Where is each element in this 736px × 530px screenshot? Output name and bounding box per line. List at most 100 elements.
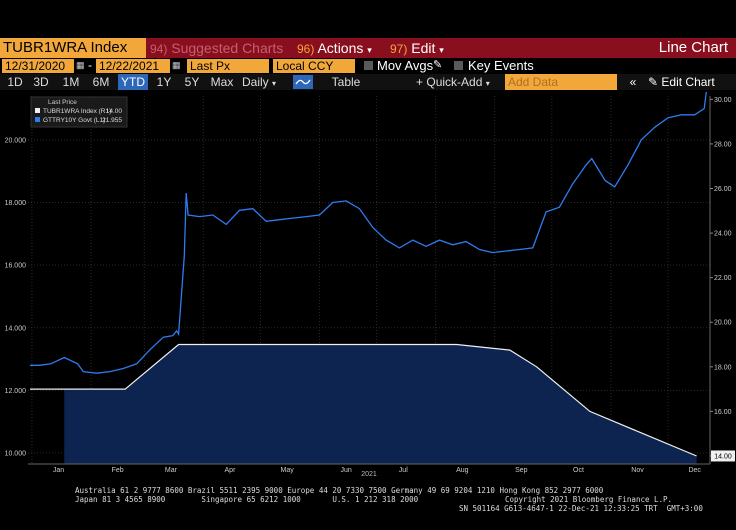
end-date-input[interactable]: 12/22/2021 bbox=[96, 59, 170, 73]
series-line-gttry10y bbox=[30, 92, 707, 374]
right-axis-tick-label: 20.00 bbox=[714, 320, 732, 327]
legend-swatch-gttry10y bbox=[35, 117, 40, 122]
x-axis-year-label: 2021 bbox=[361, 471, 377, 478]
legend-swatch-tubr1wra bbox=[35, 108, 40, 113]
chevron-down-icon: ▾ bbox=[485, 79, 490, 88]
legend-name-tubr1wra: TUBR1WRA Index (R1) bbox=[43, 108, 111, 115]
right-axis-tick-label: 26.00 bbox=[714, 186, 732, 193]
x-axis-tick-label: Dec bbox=[688, 467, 701, 474]
edit-chart-button[interactable]: ✎ Edit Chart bbox=[648, 74, 734, 90]
chart-type-label: Line Chart bbox=[658, 39, 728, 56]
plus-icon: + bbox=[416, 75, 424, 89]
left-axis-tick-label: 14.000 bbox=[5, 325, 27, 332]
x-axis-tick-label: May bbox=[280, 467, 294, 474]
area-fill-tubr1wra bbox=[64, 344, 697, 464]
title-bar: TUBR1WRA Index 94) Suggested Charts 96) … bbox=[0, 38, 736, 58]
left-axis-ticks: 10.000 12.000 14.000 16.000 18.000 20.000 bbox=[5, 137, 27, 457]
legend-box bbox=[30, 96, 128, 128]
suggested-charts-number: 94) bbox=[150, 42, 168, 56]
x-axis-tick-label: Feb bbox=[112, 467, 124, 474]
collapse-left-icon[interactable]: « bbox=[629, 75, 637, 89]
ticker-field[interactable]: TUBR1WRA Index bbox=[0, 38, 146, 58]
add-data-input[interactable]: Add Data bbox=[505, 74, 617, 90]
x-axis-tick-label: Jul bbox=[399, 467, 408, 474]
left-axis-tick-label: 18.000 bbox=[5, 200, 27, 207]
wave-icon bbox=[295, 79, 311, 85]
x-axis-ticks: Jan Feb Mar Apr May Jun Jul Aug Sep Oct Nov Dec bbox=[53, 467, 701, 474]
last-value-tag-right: 14.00 bbox=[711, 450, 735, 462]
footer-contacts-line2: Japan 81 3 4565 8900 Singapore 65 6212 1… bbox=[75, 495, 419, 504]
range-1d-button[interactable]: 1D bbox=[7, 75, 23, 89]
actions-label: Actions bbox=[317, 40, 364, 56]
range-max-button[interactable]: Max bbox=[210, 75, 234, 89]
range-1y-button[interactable]: 1Y bbox=[156, 75, 172, 89]
x-axis-tick-label: Sep bbox=[515, 467, 528, 474]
x-axis-tick-label: Nov bbox=[631, 467, 644, 474]
edit-label: Edit bbox=[411, 40, 436, 56]
area-series-layer bbox=[30, 343, 697, 464]
last-value-tag-right-text: 14.00 bbox=[714, 453, 732, 460]
right-axis-tick-label: 16.00 bbox=[714, 409, 732, 416]
key-events-label: Key Events bbox=[468, 58, 534, 73]
key-events-checkbox[interactable] bbox=[454, 61, 463, 70]
x-axis-tick-label: Aug bbox=[456, 467, 469, 474]
edit-chart-label: Edit Chart bbox=[661, 75, 715, 89]
range-toolbar: 1D 3D 1M 6M YTD 1Y 5Y Max Daily ▾ Table … bbox=[0, 74, 736, 90]
series-line-tubr1wra bbox=[30, 343, 697, 457]
line-style-icon[interactable] bbox=[293, 75, 313, 89]
edit-menu-button[interactable]: 97) Edit ▾ bbox=[390, 38, 444, 58]
footer-serial: SN 501164 G613-4647-1 22-Dec-21 12:33:25… bbox=[459, 504, 703, 513]
legend-last-tubr1wra: 14.00 bbox=[106, 108, 123, 115]
range-6m-button[interactable]: 6M bbox=[92, 75, 110, 89]
x-axis-tick-label: Mar bbox=[165, 467, 178, 474]
actions-menu-button[interactable]: 96) Actions ▾ bbox=[297, 38, 372, 58]
x-axis-tick-label: Oct bbox=[573, 467, 584, 474]
right-axis-tick-label: 18.00 bbox=[714, 364, 732, 371]
suggested-charts-button[interactable]: 94) Suggested Charts bbox=[150, 38, 283, 58]
calendar-icon[interactable]: ▦ bbox=[76, 60, 85, 70]
legend-name-gttry10y: GTTRY10Y Govt (L1) bbox=[43, 117, 105, 124]
periodicity-label: Daily bbox=[242, 75, 269, 89]
suggested-charts-label: Suggested Charts bbox=[171, 40, 284, 56]
pencil-icon: ✎ bbox=[648, 75, 659, 89]
range-5y-button[interactable]: 5Y bbox=[184, 75, 200, 89]
range-3d-button[interactable]: 3D bbox=[33, 75, 49, 89]
last-value-tag-right-bg bbox=[711, 450, 735, 462]
controls-row: 12/31/2020 ▦ - 12/22/2021 ▦ Last Px Loca… bbox=[0, 58, 736, 73]
actions-number: 96) bbox=[297, 42, 315, 56]
right-axis-tick-label: 24.00 bbox=[714, 231, 732, 238]
start-date-input[interactable]: 12/31/2020 bbox=[2, 59, 74, 73]
footer-contacts-line1: Australia 61 2 9777 8600 Brazil 5511 239… bbox=[75, 486, 604, 495]
mov-avgs-checkbox[interactable] bbox=[364, 61, 373, 70]
right-axis-tick-label: 22.00 bbox=[714, 275, 732, 282]
currency-select[interactable]: Local CCY bbox=[273, 59, 355, 73]
price-field-select[interactable]: Last Px bbox=[187, 59, 269, 73]
left-axis-tick-label: 20.000 bbox=[5, 137, 27, 144]
footer-copyright: Copyright 2021 Bloomberg Finance L.P. bbox=[505, 495, 673, 504]
chevron-down-icon: ▾ bbox=[367, 45, 372, 55]
line-series-layer bbox=[30, 92, 707, 374]
range-1m-button[interactable]: 1M bbox=[62, 75, 80, 89]
legend-title: Last Price bbox=[48, 99, 77, 106]
right-axis-tick-label: 30.00 bbox=[714, 97, 732, 104]
x-axis-tick-label: Jan bbox=[53, 467, 64, 474]
calendar-icon[interactable]: ▦ bbox=[172, 60, 181, 70]
chart-legend[interactable]: Last Price TUBR1WRA Index (R1) 14.00 GTT… bbox=[30, 96, 128, 128]
mov-avgs-label: Mov Avgs bbox=[377, 58, 434, 73]
chevron-down-icon: ▾ bbox=[439, 45, 444, 55]
left-axis-tick-label: 10.000 bbox=[5, 451, 27, 458]
x-axis-tick-label: Jun bbox=[340, 467, 351, 474]
left-axis-tick-label: 12.000 bbox=[5, 388, 27, 395]
date-separator: - bbox=[88, 58, 92, 72]
line-chart: 10.000 12.000 14.000 16.000 18.000 20.000 14.… bbox=[5, 92, 735, 478]
range-ytd-button[interactable]: YTD bbox=[118, 74, 148, 90]
x-axis-tick-label: Apr bbox=[225, 467, 237, 474]
pencil-icon[interactable]: ✎ bbox=[433, 59, 443, 71]
chevron-down-icon: ▾ bbox=[272, 79, 277, 88]
quick-add-button[interactable]: + Quick-Add ▾ bbox=[416, 74, 500, 90]
right-axis-tick-label: 28.00 bbox=[714, 141, 732, 148]
right-axis-ticks: 14.00 16.00 18.00 20.00 22.00 24.00 26.00 28.00… bbox=[710, 97, 732, 460]
table-button[interactable]: Table bbox=[331, 75, 361, 89]
legend-last-gttry10y: 21.955 bbox=[102, 117, 122, 124]
periodicity-select[interactable]: Daily ▾ bbox=[242, 74, 288, 90]
